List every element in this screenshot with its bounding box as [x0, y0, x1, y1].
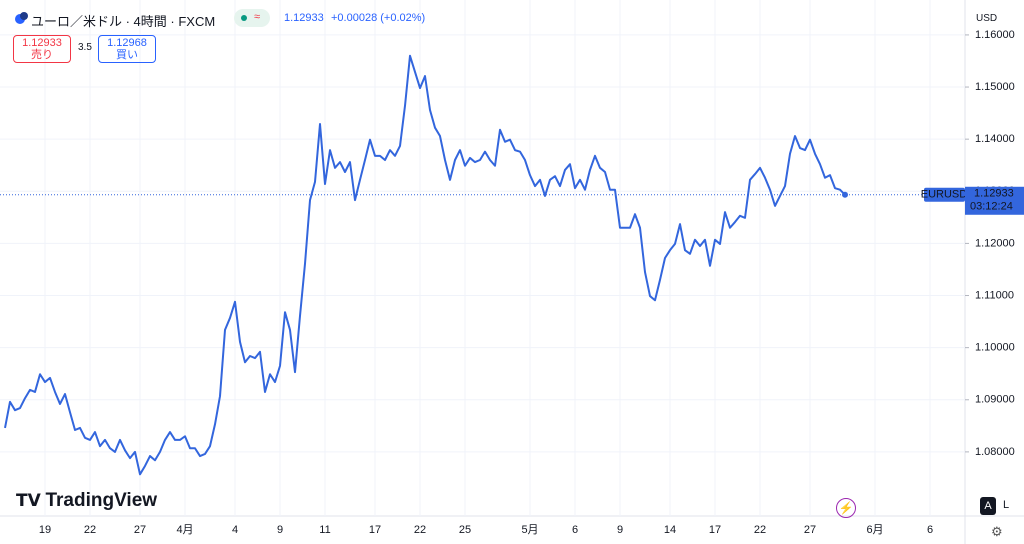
currency[interactable]: USD — [976, 13, 998, 24]
price-tag-label: 1.12933 — [974, 188, 1014, 200]
sell-price: 1.12933 — [22, 37, 62, 49]
price-change: +0.00028 (+0.02%) — [331, 12, 426, 24]
brand-logo: 𝗧𝗩 TradingView — [16, 490, 158, 511]
symbol-label: EURUSD — [921, 189, 968, 201]
x-tick-label: 25 — [459, 524, 471, 536]
x-tick-label: 22 — [754, 524, 766, 536]
x-tick-label: 22 — [84, 524, 96, 536]
x-tick-label: 27 — [804, 524, 816, 536]
x-tick-label: 19 — [39, 524, 51, 536]
sell-button[interactable]: 1.12933 売り — [13, 35, 71, 63]
x-tick-label: 4月 — [176, 524, 193, 536]
x-tick-label: 27 — [134, 524, 146, 536]
spread: 3.5 — [78, 42, 92, 53]
x-tick-label: 6 — [927, 524, 933, 536]
y-tick-label: 1.15000 — [975, 81, 1015, 93]
lightning-icon[interactable]: ⚡ — [836, 498, 856, 518]
y-tick-label: 1.12000 — [975, 237, 1015, 249]
price-line — [4, 54, 846, 476]
last-price: 1.12933 — [284, 12, 324, 24]
x-tick-label: 22 — [414, 524, 426, 536]
x-tick-label: 9 — [277, 524, 283, 536]
y-tick-label: 1.08000 — [975, 446, 1015, 458]
y-tick-label: 1.10000 — [975, 342, 1015, 354]
x-tick-label: 9 — [617, 524, 623, 536]
symbol-icon — [14, 11, 28, 28]
countdown: 03:12:24 — [970, 201, 1013, 213]
buy-label: 買い — [116, 49, 138, 61]
x-tick-label: 17 — [709, 524, 721, 536]
auto-scale[interactable]: A — [980, 497, 996, 515]
brand: TradingView — [45, 490, 158, 511]
x-tick-label: 5月 — [521, 524, 538, 536]
price-tag — [965, 186, 1024, 215]
symbol-tag — [924, 187, 965, 202]
x-tick-label: 11 — [319, 524, 330, 536]
settings-icon[interactable]: ⚙ — [991, 524, 1003, 539]
last-point — [842, 191, 848, 198]
log-scale[interactable]: L — [1003, 499, 1010, 511]
y-tick-label: 1.11000 — [975, 289, 1014, 301]
x-tick-label: 6月 — [866, 524, 883, 536]
y-tick-label: 1.14000 — [975, 133, 1015, 145]
chart-title: ユーロ／米ドル · 4時間 · FXCM — [31, 14, 216, 29]
y-tick-label: 1.16000 — [975, 29, 1015, 41]
y-tick-label: 1.09000 — [975, 394, 1015, 406]
x-tick-label: 4 — [232, 524, 238, 536]
x-tick-label: 17 — [369, 524, 381, 536]
market-status[interactable]: ≈ — [234, 9, 270, 27]
x-tick-label: 6 — [572, 524, 578, 536]
sell-label: 売り — [31, 49, 53, 61]
buy-button[interactable]: 1.12968 買い — [98, 35, 156, 63]
x-tick-label: 14 — [664, 524, 676, 536]
buy-price: 1.12968 — [107, 37, 147, 49]
